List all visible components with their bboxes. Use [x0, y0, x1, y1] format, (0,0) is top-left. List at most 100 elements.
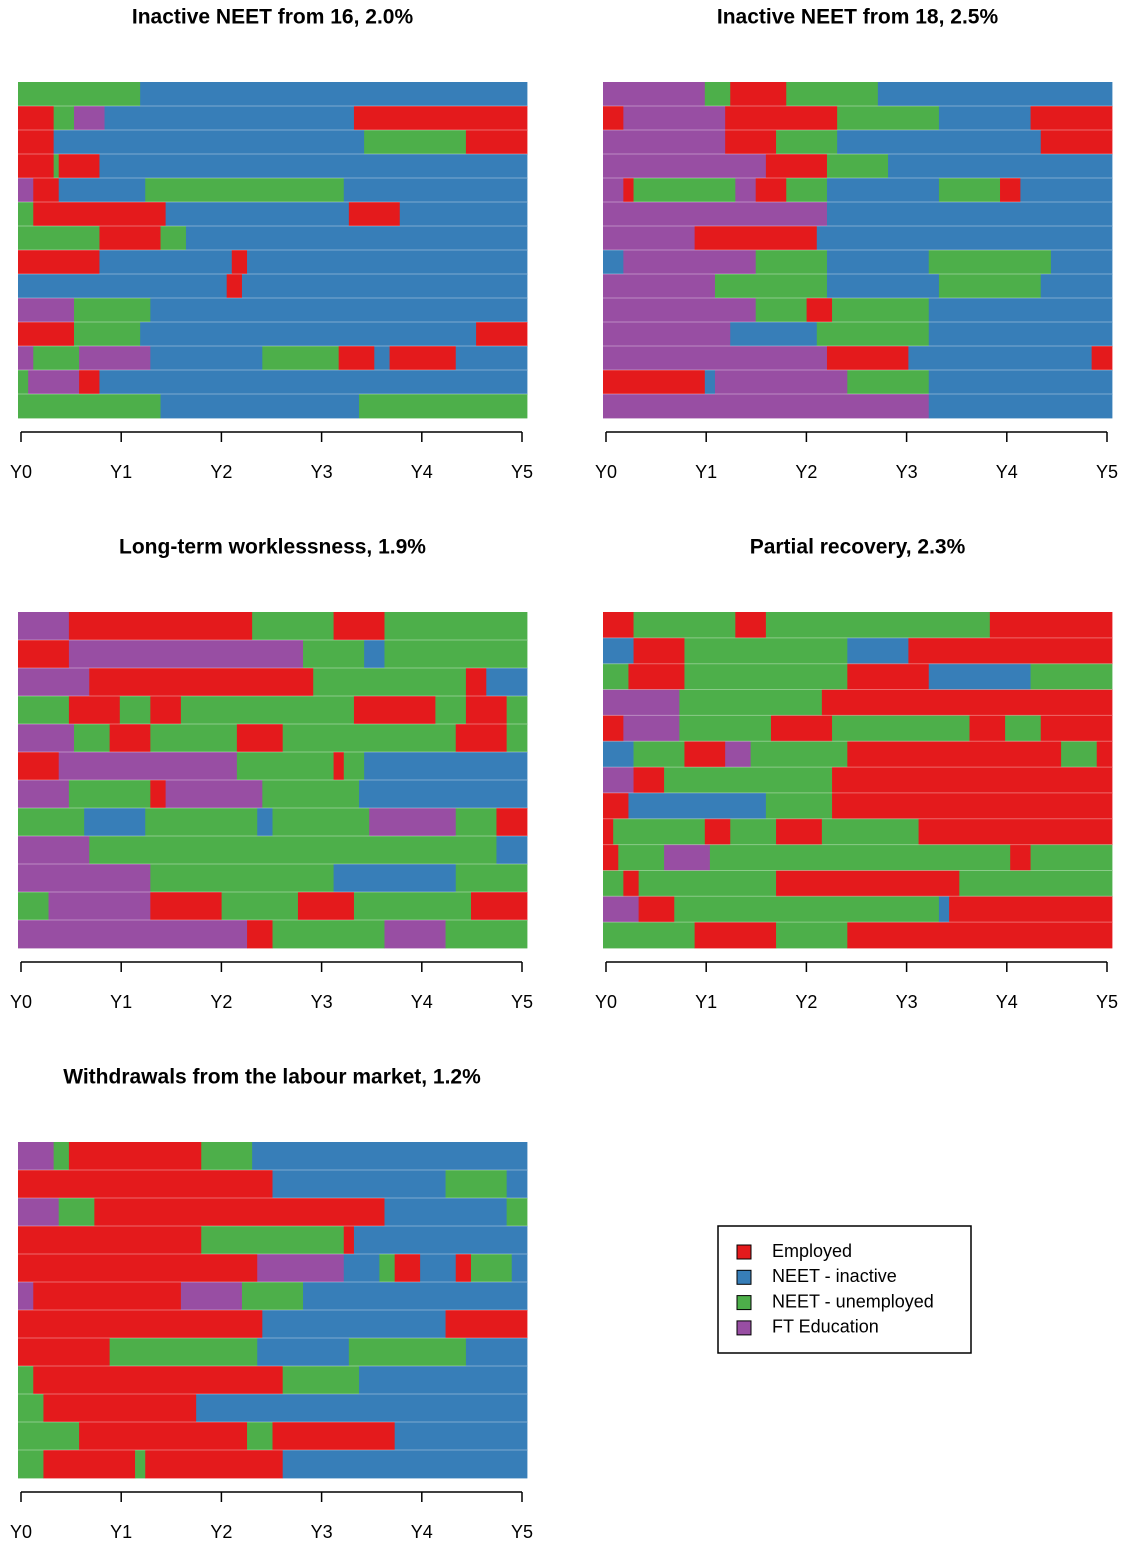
state-segment: [928, 322, 1113, 347]
state-segment: [18, 82, 141, 107]
state-segment: [476, 322, 528, 347]
state-segment: [435, 696, 467, 725]
state-segment: [506, 1170, 528, 1199]
x-tick-label: Y5: [511, 1522, 533, 1542]
state-segment: [247, 1422, 273, 1451]
state-segment: [847, 922, 1113, 949]
state-segment: [837, 106, 940, 131]
state-segment: [94, 1198, 385, 1227]
x-tick-label: Y1: [110, 1522, 132, 1542]
state-segment: [53, 1142, 70, 1171]
state-segment: [1050, 250, 1113, 275]
state-segment: [465, 696, 508, 725]
state-segment: [776, 818, 823, 846]
state-segment: [18, 1450, 44, 1479]
state-segment: [603, 612, 634, 639]
state-segment: [18, 274, 228, 299]
state-segment: [150, 346, 263, 371]
state-segment: [603, 274, 716, 299]
x-tick-label: Y0: [595, 992, 617, 1012]
state-segment: [353, 696, 436, 725]
state-segment: [145, 178, 345, 203]
state-segment: [160, 394, 360, 419]
x-tick-label: Y5: [511, 992, 533, 1012]
state-segment: [18, 130, 55, 155]
x-tick-label: Y4: [411, 992, 433, 1012]
state-segment: [735, 612, 767, 639]
state-segment: [79, 1422, 248, 1451]
state-segment: [765, 154, 828, 179]
state-segment: [18, 696, 70, 725]
state-segment: [18, 154, 55, 179]
state-segment: [679, 689, 823, 716]
state-segment: [58, 1198, 95, 1227]
state-segment: [201, 1226, 345, 1255]
state-segment: [333, 864, 457, 893]
x-tick-label: Y4: [996, 462, 1018, 482]
state-segment: [1040, 274, 1113, 299]
state-segment: [1061, 741, 1098, 768]
state-segment: [623, 715, 680, 742]
state-segment: [455, 864, 528, 893]
state-segment: [1000, 178, 1021, 203]
state-segment: [226, 274, 243, 299]
state-segment: [755, 250, 828, 275]
state-segment: [623, 870, 640, 897]
state-segment: [832, 715, 970, 742]
state-segment: [247, 250, 528, 275]
state-segment: [313, 668, 467, 697]
legend-label: FT Education: [772, 1317, 879, 1337]
state-segment: [765, 612, 991, 639]
state-segment: [73, 724, 111, 753]
state-segment: [776, 130, 838, 155]
state-segment: [714, 370, 848, 395]
state-segment: [638, 870, 777, 897]
state-segment: [135, 1450, 146, 1479]
state-segment: [603, 322, 731, 347]
state-segment: [18, 1254, 258, 1283]
panel: Long-term worklessness, 1.9% Y0 Y1 Y2 Y3 Y4 Y5: [10, 536, 533, 1012]
state-segment: [89, 836, 497, 865]
state-segment: [241, 1282, 304, 1311]
state-segment: [18, 1422, 80, 1451]
state-segment: [343, 1254, 380, 1283]
state-segment: [465, 668, 487, 697]
state-segment: [150, 864, 334, 893]
state-segment: [140, 82, 528, 107]
state-segment: [18, 298, 75, 323]
state-segment: [180, 696, 355, 725]
state-segment: [145, 808, 258, 837]
state-segment: [18, 106, 55, 131]
state-segment: [1020, 178, 1113, 203]
state-segment: [150, 696, 182, 725]
state-segment: [455, 808, 497, 837]
state-segment: [18, 1198, 60, 1227]
state-segment: [257, 808, 273, 837]
state-segment: [18, 250, 100, 275]
state-segment: [99, 226, 161, 251]
x-tick-label: Y2: [795, 462, 817, 482]
state-segment: [53, 106, 75, 131]
state-segment: [18, 202, 34, 227]
state-segment: [1040, 715, 1113, 742]
state-segment: [272, 1422, 396, 1451]
state-segment: [374, 346, 390, 371]
state-segment: [247, 920, 273, 949]
state-segment: [511, 1254, 528, 1283]
state-segment: [33, 1366, 284, 1395]
legend-label: NEET - unemployed: [772, 1291, 934, 1311]
state-segment: [1096, 741, 1113, 768]
state-segment: [18, 864, 151, 893]
state-segment: [735, 178, 757, 203]
state-segment: [826, 154, 889, 179]
state-segment: [928, 250, 1052, 275]
state-segment: [384, 920, 446, 949]
state-segment: [343, 178, 528, 203]
state-segment: [664, 767, 833, 794]
state-segment: [928, 663, 1031, 690]
legend-label: NEET - inactive: [772, 1266, 897, 1286]
state-segment: [969, 715, 1006, 742]
state-segment: [821, 818, 919, 846]
state-segment: [272, 808, 370, 837]
